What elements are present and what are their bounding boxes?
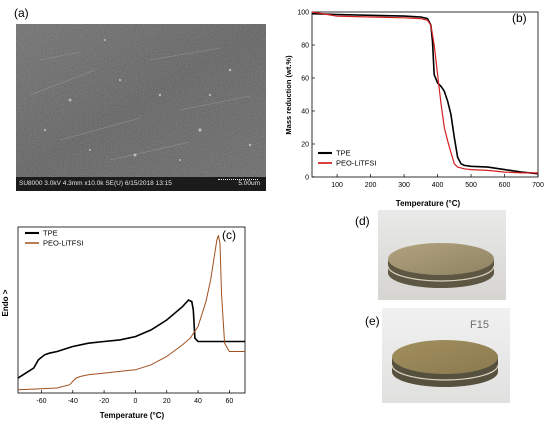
tga-legend-label-1: PEO-LiTFSI xyxy=(336,159,376,168)
electrolyte-disc-photo xyxy=(378,210,506,300)
tga-x-tick-label: 400 xyxy=(432,182,444,189)
tga-y-tick-label: 0 xyxy=(305,175,309,182)
electrolyte-disc-photo-2: F15 xyxy=(382,308,510,403)
tga-legend-label-0: TPE xyxy=(336,149,351,158)
tga-x-tick-label: 200 xyxy=(365,182,377,189)
tga-series-line-0 xyxy=(311,12,539,175)
sem-info-text: SU8000 3.0kV 4.3mm x10.0k SE(U) 6/15/201… xyxy=(19,180,172,187)
tga-y-tick-label: 80 xyxy=(301,43,309,50)
tga-x-axis-label: Temperature (°C) xyxy=(396,199,461,208)
dsc-x-tick-label: 60 xyxy=(225,398,233,405)
dsc-x-tick-label: 20 xyxy=(163,398,171,405)
dsc-legend-label-0: TPE xyxy=(43,229,58,238)
tga-x-tick-label: 500 xyxy=(465,182,477,189)
dsc-legend-label-1: PEO-LiTFSI xyxy=(43,239,83,248)
tga-x-tick-label: 100 xyxy=(331,182,343,189)
dsc-plot-frame xyxy=(17,226,246,394)
tga-y-tick-label: 60 xyxy=(301,76,309,83)
dsc-y-axis-label: Endo > xyxy=(1,289,10,316)
tga-x-tick-label: 700 xyxy=(532,182,544,189)
dsc-x-axis-label: Temperature (°C) xyxy=(100,411,165,420)
sem-info-bar: SU8000 3.0kV 4.3mm x10.0k SE(U) 6/15/201… xyxy=(16,177,266,191)
tga-y-tick-label: 100 xyxy=(297,10,309,17)
panel-c-label: (c) xyxy=(222,228,236,242)
dsc-x-tick-label: -20 xyxy=(99,398,109,405)
dsc-x-tick-label: 0 xyxy=(133,398,137,405)
sem-surface-features xyxy=(29,47,251,161)
sem-scale-bar xyxy=(218,179,258,182)
dsc-x-tick-label: 40 xyxy=(194,398,202,405)
tga-x-tick-label: 600 xyxy=(499,182,511,189)
dsc-chart: (c) Endo > Temperature (°C) -60 -40 -20 0 20… xyxy=(1,226,246,420)
sem-particles xyxy=(43,39,252,161)
panel-e-label: (e) xyxy=(365,314,380,328)
panel-b-label: (b) xyxy=(512,11,527,25)
sem-scale-text: 5.00um xyxy=(238,180,260,187)
tga-x-tick-label: 300 xyxy=(398,182,410,189)
tga-y-tick-label: 40 xyxy=(301,109,309,116)
tga-y-tick-label: 20 xyxy=(301,142,309,149)
photo-marking-text: F15 xyxy=(470,319,489,331)
tga-plot-frame xyxy=(311,11,539,178)
sem-image xyxy=(16,24,266,177)
tga-y-axis-label: Mass reduction (wt.%) xyxy=(284,55,293,135)
panel-a-label: (a) xyxy=(14,6,29,20)
panel-d-label: (d) xyxy=(355,214,370,228)
dsc-series-line-1 xyxy=(17,235,245,391)
dsc-series-line-0 xyxy=(17,299,245,379)
tga-series-line-1 xyxy=(311,11,538,174)
dsc-x-tick-label: -60 xyxy=(36,398,46,405)
tga-chart: (b) Mass reduction (wt.%) Temperature (°… xyxy=(284,10,544,209)
dsc-x-tick-label: -40 xyxy=(68,398,78,405)
